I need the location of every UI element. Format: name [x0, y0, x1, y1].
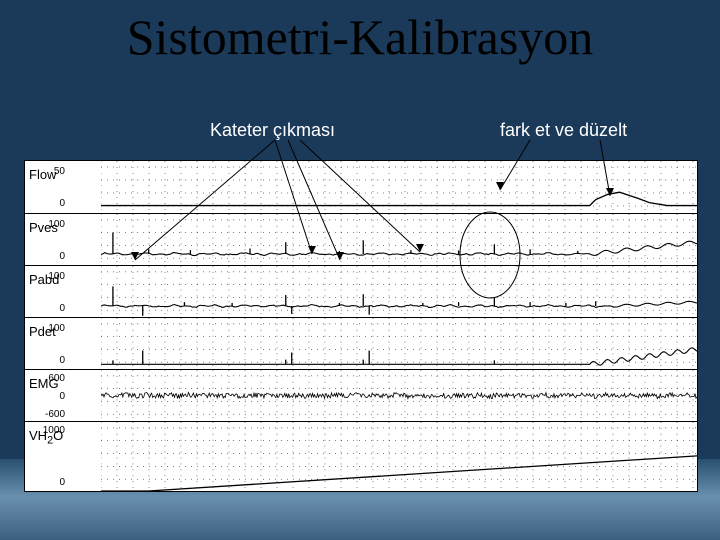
annotation-label-1: Kateter çıkması	[210, 120, 335, 141]
channel-row-flow: Flow500	[25, 161, 697, 213]
channel-plot	[101, 214, 697, 265]
channel-row-vh₂o: VH2O10000	[25, 421, 697, 491]
channel-plot	[101, 318, 697, 369]
slide-title: Sistometri-Kalibrasyon	[0, 0, 720, 66]
channel-plot	[101, 370, 697, 421]
slide: Sistometri-Kalibrasyon Kateter çıkması f…	[0, 0, 720, 540]
annotation-label-2: fark et ve düzelt	[500, 120, 627, 141]
channel-row-pves: Pves1000	[25, 213, 697, 265]
channel-plot	[101, 161, 697, 213]
channel-row-pabd: Pabd1000	[25, 265, 697, 317]
channel-row-emg: EMG6000-600	[25, 369, 697, 421]
channel-plot	[101, 266, 697, 317]
channel-plot	[101, 422, 697, 491]
channel-row-pdet: Pdet1000	[25, 317, 697, 369]
urodynamics-chart: Flow500Pves1000Pabd1000Pdet1000EMG6000-6…	[24, 160, 698, 492]
